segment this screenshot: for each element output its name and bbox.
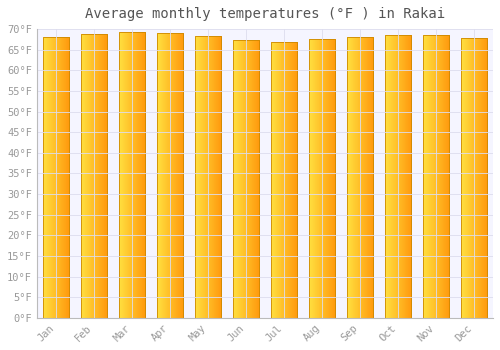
- Bar: [460, 38, 487, 318]
- Title: Average monthly temperatures (°F ) in Rakai: Average monthly temperatures (°F ) in Ra…: [85, 7, 445, 21]
- Bar: [80, 34, 107, 318]
- Bar: [194, 36, 221, 318]
- Bar: [156, 33, 183, 318]
- Bar: [346, 37, 374, 318]
- Bar: [422, 35, 450, 318]
- Bar: [308, 39, 336, 318]
- Bar: [42, 37, 69, 318]
- Bar: [384, 35, 411, 318]
- Bar: [270, 42, 297, 318]
- Bar: [118, 32, 145, 318]
- Bar: [232, 40, 259, 318]
